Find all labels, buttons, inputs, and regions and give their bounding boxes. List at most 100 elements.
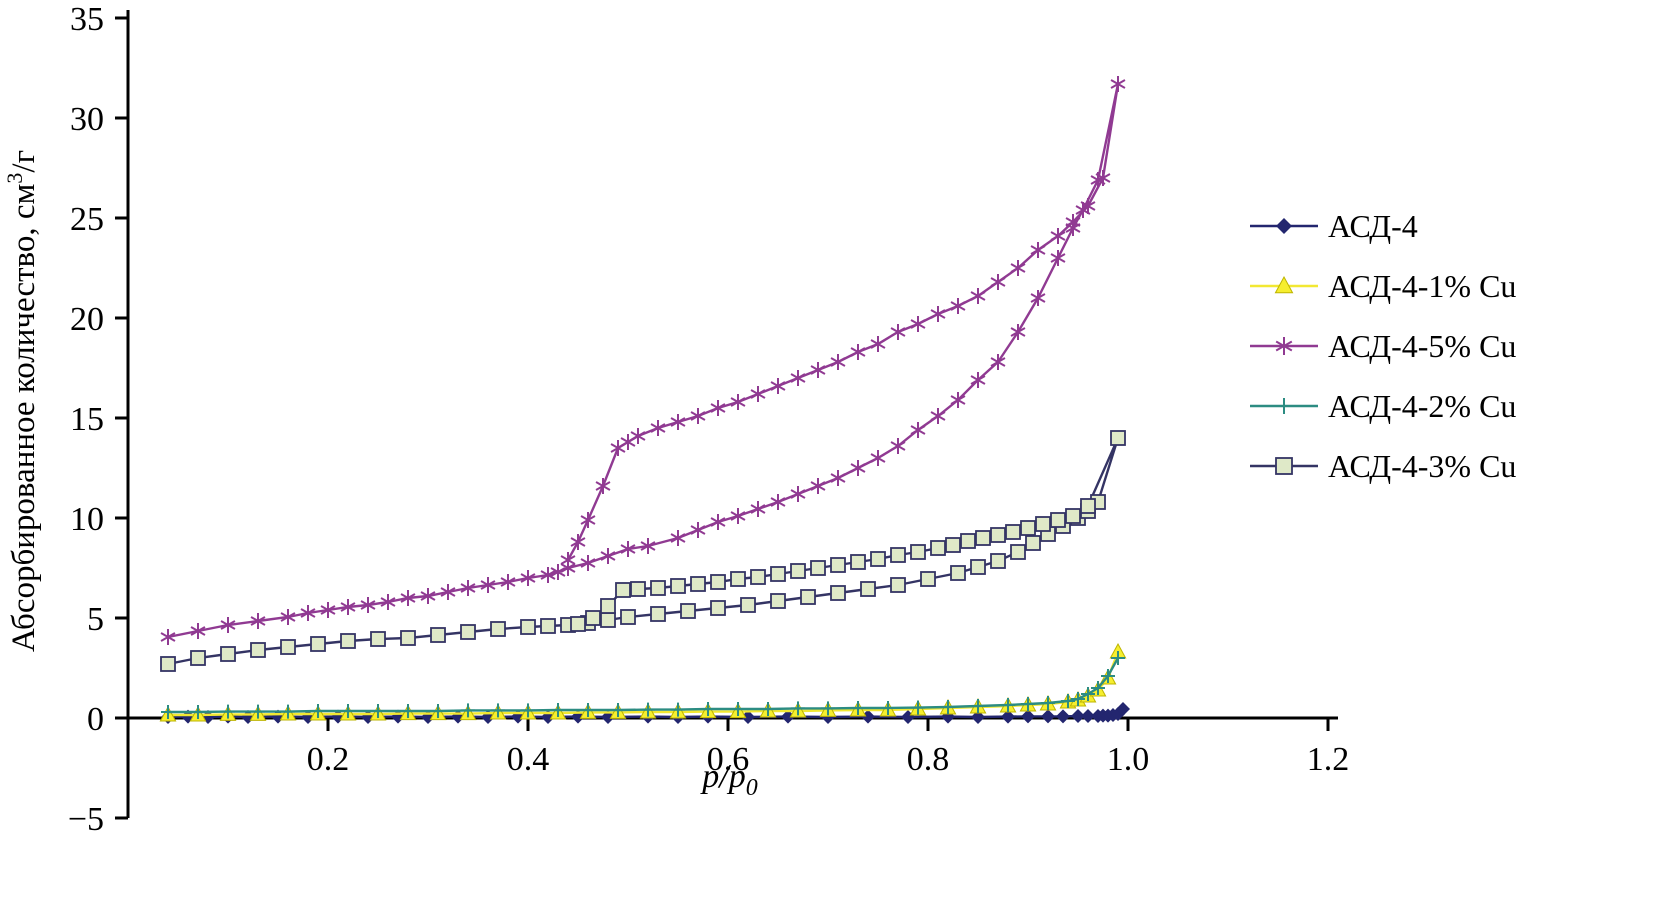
square-marker	[1110, 430, 1126, 446]
asterisk-marker	[690, 522, 706, 538]
asterisk-marker	[750, 501, 766, 517]
diamond-marker	[1001, 709, 1015, 724]
plus-marker	[581, 703, 595, 717]
square-marker	[800, 589, 816, 605]
diamond-marker	[741, 710, 755, 724]
square-marker	[400, 630, 416, 646]
diamond-marker	[1071, 709, 1085, 723]
asterisk-marker	[790, 486, 806, 502]
x-axis-title-sub: 0	[745, 774, 758, 801]
plus-marker	[1041, 696, 1055, 710]
square-marker	[920, 571, 936, 587]
asterisk-marker	[670, 414, 686, 430]
square-marker	[430, 627, 446, 643]
asterisk-marker	[1010, 324, 1026, 340]
asterisk-marker	[830, 354, 846, 370]
plus-marker	[1101, 669, 1115, 683]
series-line-4	[167, 437, 1120, 666]
square-marker	[250, 642, 266, 658]
asterisk-marker	[1275, 337, 1293, 355]
asterisk-marker	[320, 602, 336, 618]
asterisk-marker	[810, 478, 826, 494]
square-marker	[1005, 524, 1021, 540]
square-marker	[730, 571, 746, 587]
y-tick-label: 0	[87, 701, 104, 738]
asterisk-marker	[690, 408, 706, 424]
square-marker	[860, 581, 876, 597]
plus-marker	[641, 702, 655, 717]
plus-marker	[431, 704, 445, 718]
square-marker	[490, 621, 506, 637]
legend-label: АСД-4	[1328, 207, 1418, 244]
asterisk-marker	[930, 306, 946, 322]
asterisk-marker	[630, 428, 646, 444]
y-tick-label: 15	[70, 401, 104, 438]
plus-marker	[401, 704, 415, 718]
asterisk-marker	[1095, 170, 1111, 186]
diamond-marker	[1081, 709, 1095, 723]
y-axis-title-text: Абсорбированное количество, см	[6, 183, 42, 653]
plus-marker	[911, 700, 925, 715]
x-axis-title-text: p/p	[702, 758, 746, 795]
asterisk-marker	[380, 594, 396, 610]
asterisk-marker	[550, 564, 566, 580]
asterisk-marker	[910, 316, 926, 332]
asterisk-marker	[870, 450, 886, 466]
legend-label: АСД-4-2% Cu	[1328, 387, 1517, 424]
asterisk-marker	[930, 408, 946, 424]
asterisk-marker	[190, 623, 206, 639]
asterisk-marker	[950, 392, 966, 408]
legend-label: АСД-4-5% Cu	[1328, 327, 1517, 364]
square-marker	[540, 618, 556, 634]
asterisk-marker	[560, 552, 576, 568]
asterisk-marker	[1110, 76, 1126, 92]
asterisk-marker	[910, 422, 926, 438]
diamond-marker	[1056, 709, 1070, 724]
legend-item-asd4-2cu: АСД-4-2% Cu	[1248, 376, 1516, 436]
asterisk-marker	[540, 567, 556, 583]
asterisk-marker	[500, 574, 516, 590]
series-4	[160, 430, 1126, 672]
square-marker	[650, 580, 666, 596]
y-axis-title-unit: /г	[6, 149, 42, 173]
square-marker	[910, 544, 926, 560]
asterisk-marker	[610, 440, 626, 456]
plus-marker	[191, 705, 205, 719]
legend-item-asd4-3cu: АСД-4-3% Cu	[1248, 436, 1516, 496]
x-tick-label: 0.2	[307, 741, 350, 778]
asterisk-marker	[340, 599, 356, 615]
square-marker	[975, 530, 991, 546]
asterisk-marker	[580, 555, 596, 571]
square-marker	[960, 533, 976, 549]
asterisk-marker	[440, 584, 456, 600]
plus-marker	[1276, 398, 1292, 414]
asterisk-marker	[250, 613, 266, 629]
diamond-marker	[781, 709, 795, 724]
asterisk-marker	[1050, 250, 1066, 266]
asterisk-marker	[620, 434, 636, 450]
plus-marker	[821, 701, 835, 716]
diamond-marker	[1276, 218, 1292, 234]
asterisk-marker	[790, 370, 806, 386]
square-marker	[1065, 508, 1081, 524]
y-tick-label: 10	[70, 501, 104, 538]
square-marker	[1035, 516, 1051, 532]
plus-marker	[341, 704, 355, 718]
square-marker	[1080, 498, 1096, 514]
legend-item-asd4: АСД-4	[1248, 196, 1516, 256]
asterisk-marker	[420, 588, 436, 604]
square-marker	[890, 577, 906, 593]
square-marker	[620, 609, 636, 625]
square-marker	[220, 646, 236, 662]
y-tick-label: 30	[70, 101, 104, 138]
asterisk-marker	[1030, 290, 1046, 306]
plus-marker	[671, 702, 685, 717]
square-marker	[280, 639, 296, 655]
asterisk-marker	[990, 354, 1006, 370]
asterisk-marker	[460, 580, 476, 596]
square-marker	[570, 616, 586, 632]
plus-marker	[1081, 687, 1095, 701]
asterisk-marker	[520, 570, 536, 586]
